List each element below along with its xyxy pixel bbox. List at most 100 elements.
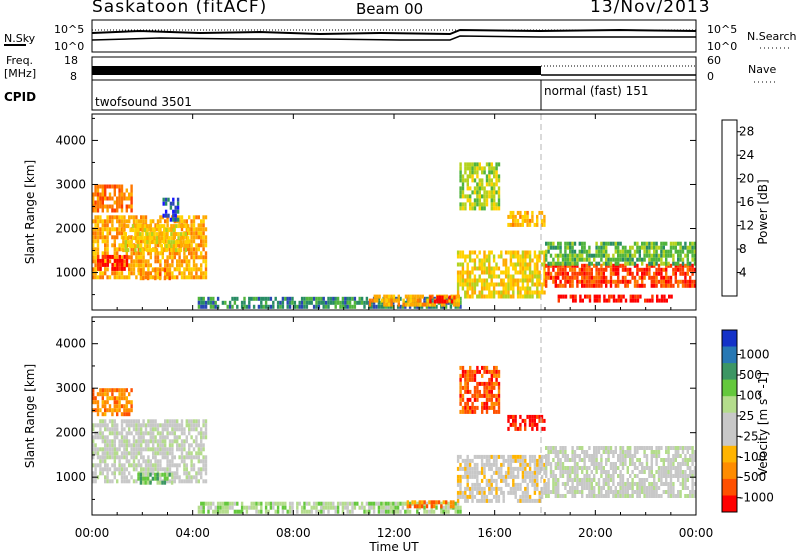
power-cell: [602, 279, 605, 284]
power-cell: [526, 294, 529, 299]
power-cell: [123, 219, 126, 224]
velocity-cell: [490, 401, 493, 406]
power-cell: [456, 278, 460, 283]
velocity-cell: [197, 447, 200, 452]
velocity-cell: [192, 419, 196, 424]
velocity-cell: [101, 404, 104, 409]
power-cell: [545, 257, 548, 262]
velocity-cell: [566, 482, 569, 486]
velocity-cell: [573, 450, 577, 454]
velocity-cell: [552, 478, 555, 482]
velocity-cell: [188, 471, 191, 476]
power-cell: [495, 182, 498, 187]
velocity-cell: [662, 466, 665, 470]
power-cell: [549, 261, 553, 266]
power-cell: [140, 219, 143, 224]
power-cell: [120, 196, 124, 201]
power-cell: [260, 296, 263, 301]
power-cell: [466, 286, 469, 291]
power-cell: [497, 294, 501, 299]
power-cell: [187, 224, 190, 229]
velocity-cell: [353, 505, 357, 510]
velocity-cell: [473, 474, 477, 479]
velocity-cell: [409, 504, 412, 509]
power-cell: [478, 190, 481, 195]
velocity-cell: [96, 408, 100, 413]
velocity-cell: [524, 470, 527, 475]
power-cell: [564, 267, 567, 272]
velocity-cell: [485, 381, 489, 386]
power-cell: [528, 254, 532, 259]
power-cell: [554, 279, 557, 284]
velocity-cell: [650, 494, 653, 498]
power-cell: [94, 204, 97, 209]
velocity-cell: [123, 419, 126, 424]
power-cell: [643, 241, 646, 246]
power-cell: [128, 243, 131, 248]
velocity-cell: [106, 447, 109, 452]
power-cell: [461, 262, 465, 267]
power-cell: [672, 241, 675, 246]
power-cell: [202, 219, 205, 224]
power-cell: [493, 194, 496, 199]
power-cell: [197, 227, 200, 232]
velocity-cell: [576, 466, 579, 470]
power-cell: [363, 300, 366, 305]
power-cell: [430, 304, 433, 309]
velocity-cell: [92, 392, 95, 397]
power-cell: [341, 300, 345, 305]
velocity-cell: [557, 490, 560, 494]
power-cell: [155, 232, 159, 237]
power-cell: [104, 219, 107, 224]
power-cell: [276, 300, 280, 305]
velocity-cell: [540, 462, 544, 467]
velocity-cell: [493, 365, 496, 370]
velocity-cell: [681, 462, 685, 466]
power-cell: [96, 188, 100, 193]
power-cell: [167, 228, 171, 233]
power-cell: [420, 304, 424, 309]
velocity-cell: [142, 459, 145, 464]
power-cell: [684, 241, 687, 246]
power-cell: [101, 208, 104, 213]
power-cell: [559, 241, 562, 246]
velocity-cell: [94, 467, 97, 472]
power-cell: [533, 282, 537, 287]
velocity-cell: [168, 419, 172, 424]
power-cell: [139, 268, 143, 273]
velocity-cell: [488, 462, 491, 467]
velocity-cell: [480, 466, 484, 471]
power-cell: [111, 235, 114, 240]
velocity-cell: [243, 505, 246, 510]
velocity-cell: [200, 501, 203, 506]
power-cell: [195, 243, 198, 248]
velocity-cell: [435, 505, 438, 510]
power-cell: [204, 255, 208, 260]
velocity-cell: [466, 498, 469, 503]
power-cell: [490, 194, 493, 199]
power-cell: [621, 257, 625, 262]
velocity-cell: [538, 470, 541, 475]
velocity-cell: [672, 490, 675, 494]
velocity-cell: [533, 470, 537, 475]
power-cell: [650, 263, 653, 268]
velocity-cell: [173, 427, 176, 432]
power-cell: [686, 257, 689, 262]
velocity-cell: [447, 501, 450, 506]
velocity-cell: [521, 474, 525, 479]
velocity-cell: [192, 467, 196, 472]
velocity-cell: [538, 458, 541, 463]
velocity-cell: [583, 454, 586, 458]
velocity-cell: [573, 462, 577, 466]
velocity-cell: [485, 397, 489, 402]
velocity-cell: [178, 443, 181, 448]
power-cell: [182, 232, 185, 237]
velocity-cell: [519, 454, 522, 459]
velocity-cell: [497, 369, 501, 374]
velocity-cell: [626, 494, 629, 498]
power-cell: [689, 279, 692, 284]
power-cell: [681, 261, 685, 266]
velocity-cell: [329, 505, 333, 510]
velocity-cell: [144, 459, 148, 464]
power-cell: [526, 274, 529, 279]
